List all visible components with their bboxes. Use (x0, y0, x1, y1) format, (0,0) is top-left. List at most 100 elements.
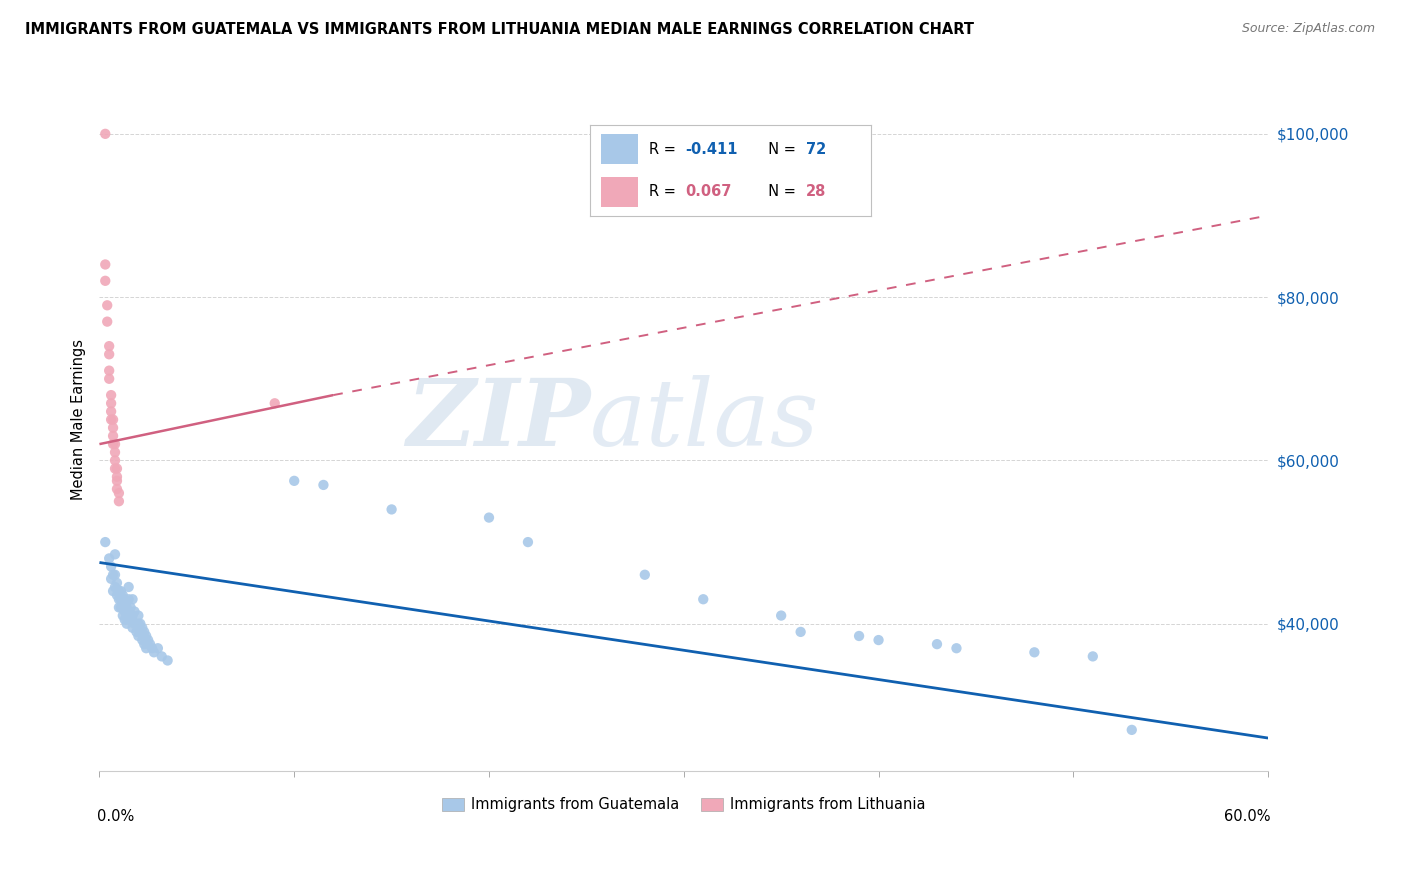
Point (516, 535, 538, 549)
Point (135, 641, 157, 656)
Point (118, 608, 141, 623)
Point (1121, 723, 1143, 737)
Point (110, 600, 132, 615)
Point (100, 404, 122, 418)
Point (101, 437, 124, 451)
Point (101, 412, 124, 426)
Point (104, 445, 127, 459)
Point (118, 580, 141, 594)
Point (104, 547, 127, 561)
Text: 60.0%: 60.0% (1225, 809, 1271, 824)
Point (104, 437, 127, 451)
Point (770, 608, 793, 623)
Point (156, 653, 179, 667)
Point (124, 616, 146, 631)
Point (312, 478, 335, 492)
Point (114, 592, 136, 607)
Point (129, 616, 152, 631)
Point (98, 339, 121, 353)
Point (150, 649, 173, 664)
Point (105, 469, 128, 483)
Point (108, 600, 131, 615)
Point (634, 567, 657, 582)
Point (848, 629, 870, 643)
Text: atlas: atlas (591, 375, 820, 465)
Point (105, 461, 128, 475)
Point (478, 510, 501, 524)
Point (127, 629, 149, 643)
Point (135, 629, 157, 643)
Point (115, 616, 138, 631)
Point (111, 608, 134, 623)
Point (1024, 645, 1046, 659)
Point (125, 624, 148, 639)
Point (100, 412, 122, 426)
Point (1081, 649, 1104, 664)
Point (104, 567, 127, 582)
Point (945, 641, 967, 656)
Point (96, 298, 118, 312)
Point (146, 641, 169, 656)
Point (105, 482, 128, 496)
Point (101, 429, 124, 443)
Point (98, 347, 121, 361)
Point (115, 600, 138, 615)
Point (131, 621, 153, 635)
Point (105, 575, 128, 590)
Point (104, 580, 127, 594)
Point (108, 486, 131, 500)
Point (139, 637, 162, 651)
Point (141, 641, 163, 656)
Point (108, 592, 131, 607)
Point (94, 258, 117, 272)
Point (98, 372, 121, 386)
Point (134, 637, 156, 651)
Point (111, 588, 134, 602)
Point (143, 645, 166, 659)
Point (100, 559, 122, 574)
Point (134, 624, 156, 639)
Point (124, 605, 146, 619)
Point (381, 502, 404, 516)
Point (120, 613, 142, 627)
Point (925, 637, 948, 651)
Text: Source: ZipAtlas.com: Source: ZipAtlas.com (1241, 22, 1375, 36)
Text: IMMIGRANTS FROM GUATEMALA VS IMMIGRANTS FROM LITHUANIA MEDIAN MALE EARNINGS CORR: IMMIGRANTS FROM GUATEMALA VS IMMIGRANTS … (25, 22, 974, 37)
Point (94, 127, 117, 141)
Point (111, 600, 134, 615)
Point (136, 633, 159, 648)
Point (110, 592, 132, 607)
Point (114, 605, 136, 619)
Point (125, 616, 148, 631)
Point (101, 567, 124, 582)
Text: ZIP: ZIP (406, 375, 591, 465)
Point (263, 396, 285, 410)
Point (127, 616, 149, 631)
Point (101, 584, 124, 599)
Point (283, 474, 305, 488)
Point (121, 621, 143, 635)
Point (108, 494, 131, 508)
Point (104, 453, 127, 467)
Point (868, 633, 890, 648)
Point (98, 551, 121, 566)
Point (692, 592, 714, 607)
Point (115, 608, 138, 623)
Point (110, 584, 132, 599)
Point (94, 535, 117, 549)
Point (789, 624, 811, 639)
Point (94, 274, 117, 288)
Point (98, 363, 121, 377)
Point (100, 388, 122, 402)
Text: 0.0%: 0.0% (97, 809, 135, 824)
Point (100, 572, 122, 586)
Point (121, 608, 143, 623)
Point (108, 584, 131, 599)
Point (104, 461, 127, 475)
Point (127, 608, 149, 623)
Point (96, 315, 118, 329)
Point (105, 588, 128, 602)
Point (101, 421, 124, 435)
Point (118, 592, 141, 607)
Point (131, 633, 153, 648)
